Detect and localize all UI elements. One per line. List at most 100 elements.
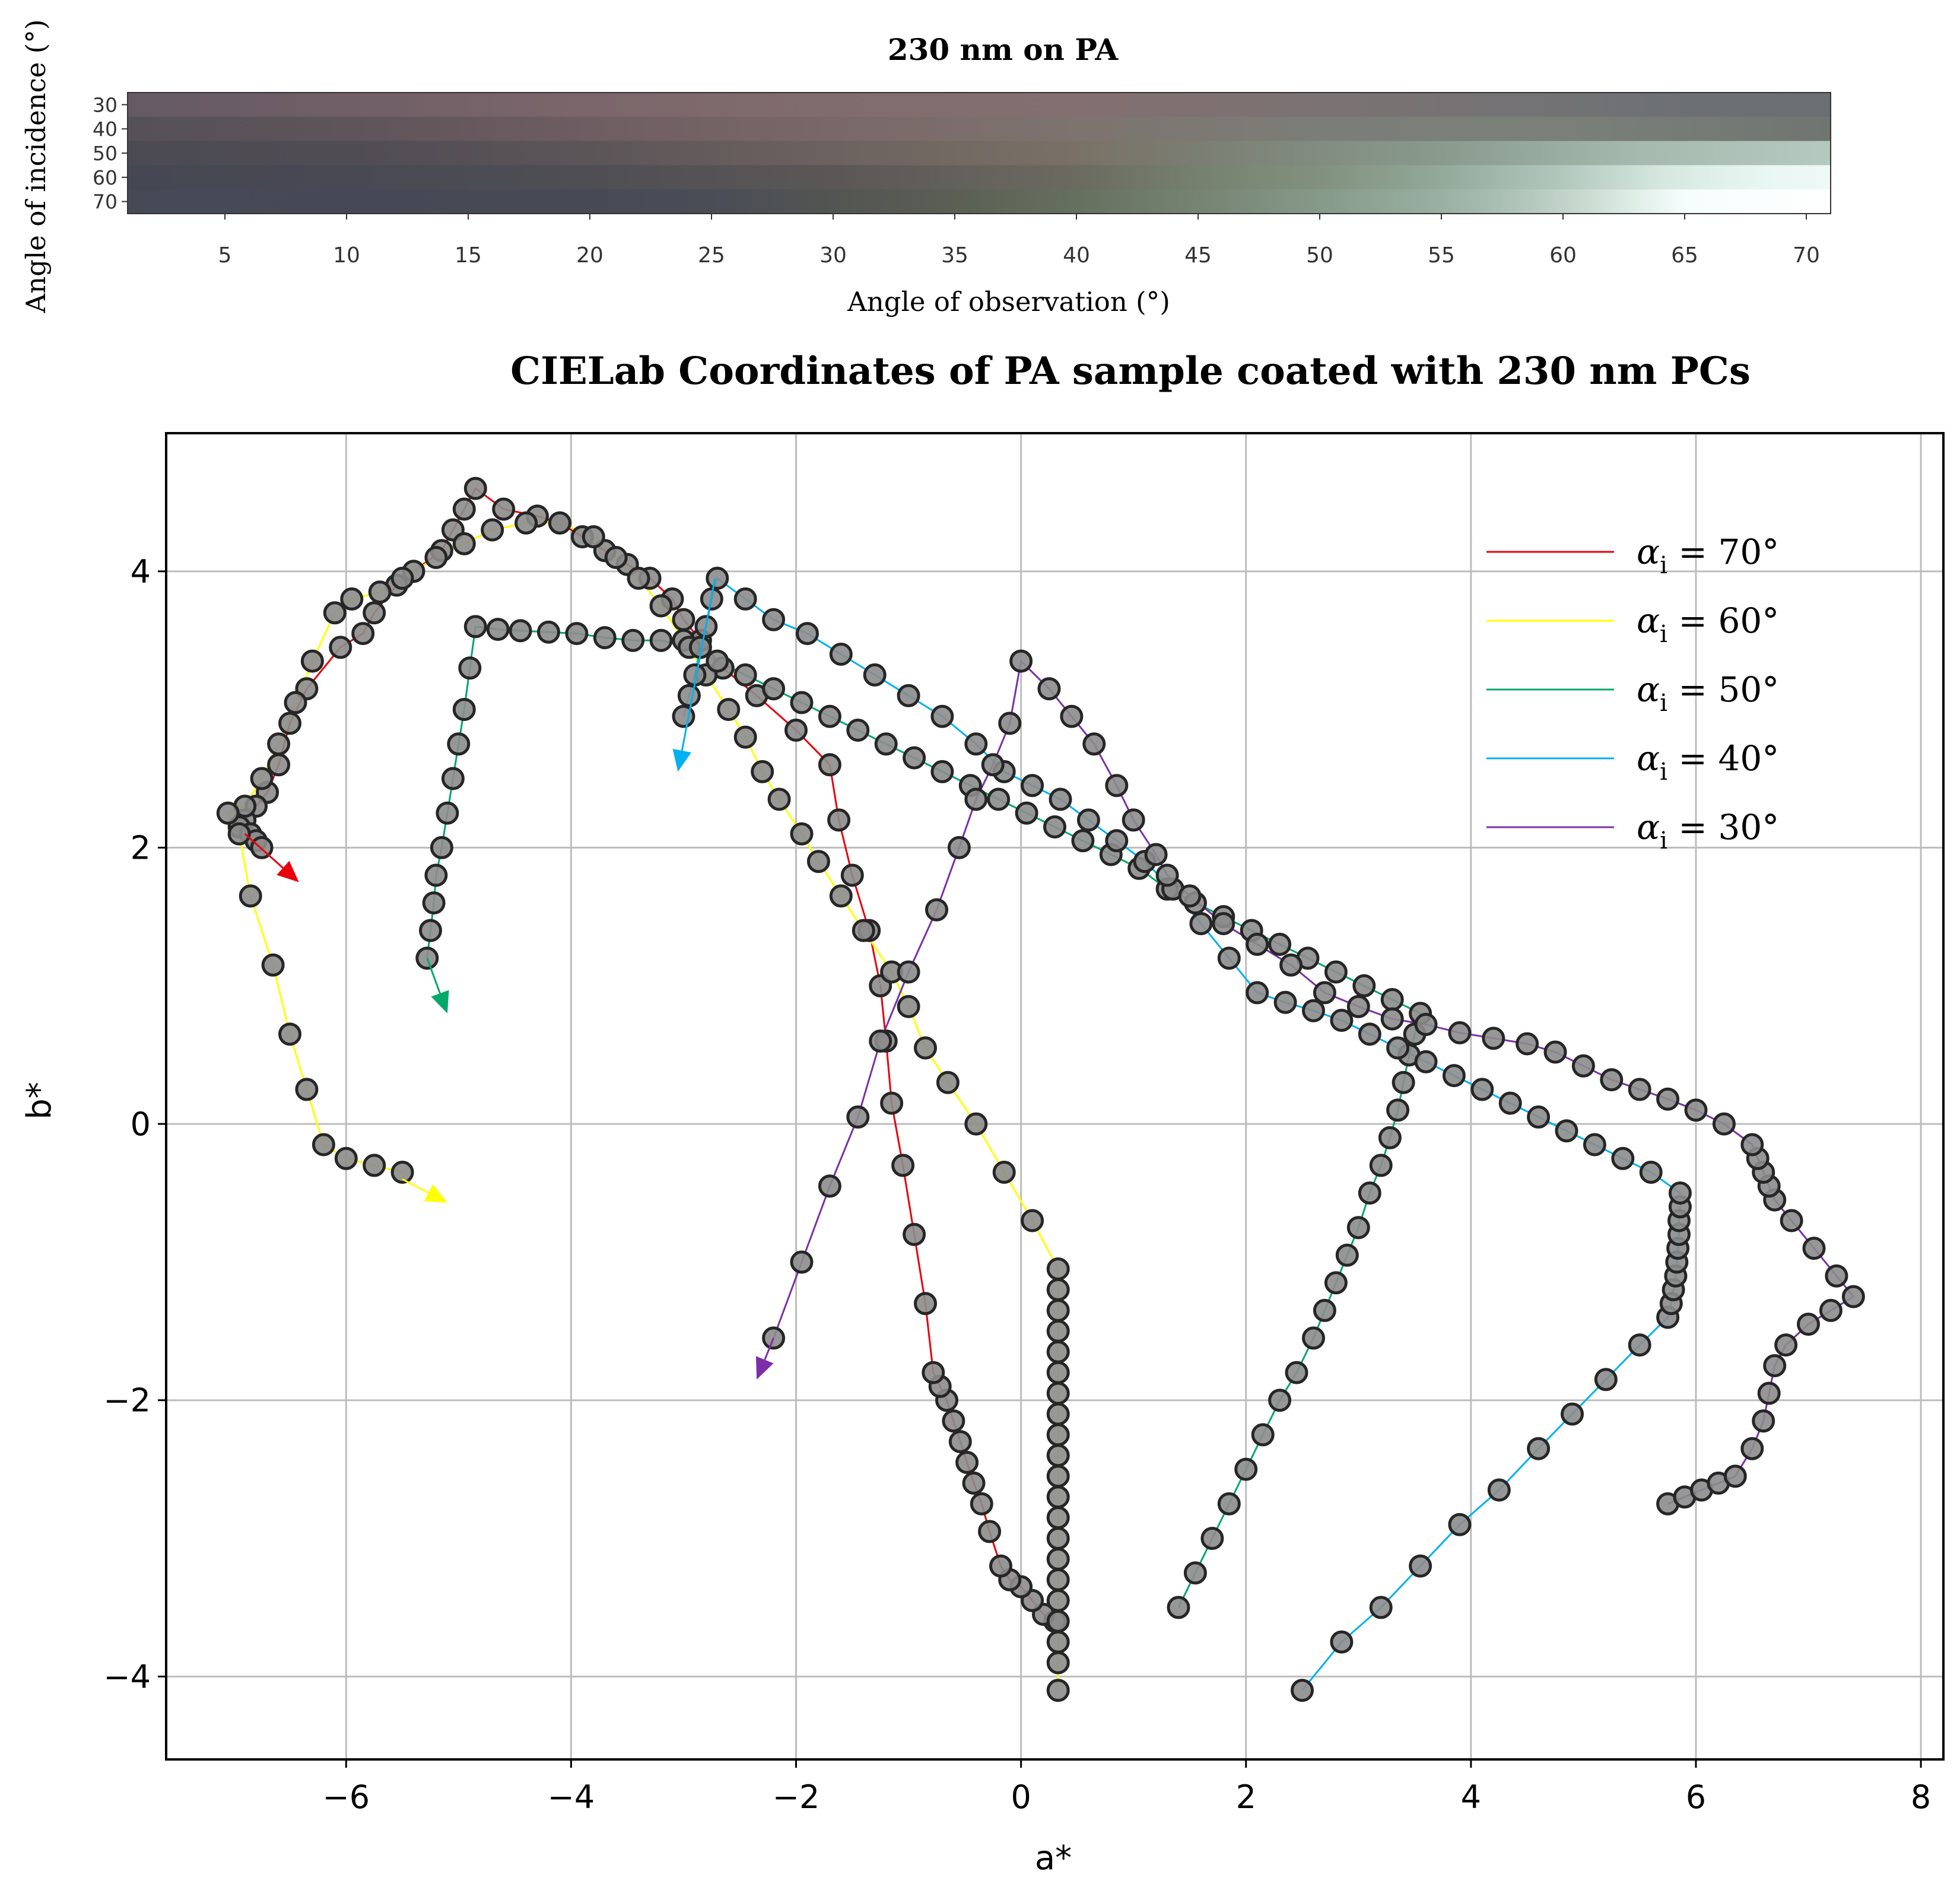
series-arrows xyxy=(244,578,774,1380)
data-point-40 xyxy=(1291,1679,1314,1702)
data-point-40 xyxy=(1105,829,1129,853)
data-point-60 xyxy=(1046,1609,1070,1633)
data-point-60 xyxy=(733,725,757,749)
data-point-60 xyxy=(1046,1589,1070,1612)
data-point-30 xyxy=(1105,774,1129,798)
data-point-40 xyxy=(1189,912,1213,935)
data-point-50 xyxy=(706,649,729,673)
cielab-scatter-plot: CIELab Coordinates of PA sample coated w… xyxy=(20,349,1945,1878)
heatmap-y-label: Angle of incidence (°) xyxy=(20,20,52,314)
data-point-50 xyxy=(1386,1098,1410,1122)
data-point-50 xyxy=(419,919,442,942)
data-point-40 xyxy=(1594,1368,1618,1392)
data-point-40 xyxy=(796,622,819,646)
data-point-40 xyxy=(1302,999,1325,1022)
data-point-50 xyxy=(1015,801,1038,825)
data-point-70 xyxy=(784,719,808,742)
arrow-shaft-60 xyxy=(402,1178,429,1194)
data-point-50 xyxy=(1380,988,1404,1011)
data-point-40 xyxy=(897,684,920,707)
x-tick-label: −6 xyxy=(322,1778,370,1816)
legend-label-70: αi = 70° xyxy=(1637,532,1779,579)
data-point-70 xyxy=(955,1451,979,1474)
arrow-shaft-40 xyxy=(681,578,716,751)
data-point-40 xyxy=(1555,1119,1578,1143)
data-point-30 xyxy=(1757,1381,1781,1405)
data-point-60 xyxy=(1046,1402,1070,1426)
data-point-70 xyxy=(970,1492,993,1516)
data-point-30 xyxy=(1774,1333,1798,1357)
data-point-70 xyxy=(922,1361,945,1384)
y-tick-label: 4 xyxy=(131,553,151,590)
data-point-50 xyxy=(1251,1423,1275,1447)
data-point-30 xyxy=(1414,1012,1438,1036)
data-point-60 xyxy=(424,546,448,569)
data-point-30 xyxy=(947,836,971,859)
data-point-30 xyxy=(869,1029,892,1053)
data-point-60 xyxy=(829,884,853,908)
data-point-50 xyxy=(1378,1126,1402,1149)
data-point-40 xyxy=(1414,1050,1438,1073)
data-point-30 xyxy=(1246,932,1269,956)
data-point-30 xyxy=(1178,884,1202,908)
heatmap-row-70 xyxy=(128,189,1831,214)
data-point-50 xyxy=(486,618,510,641)
data-point-60 xyxy=(1046,1679,1070,1702)
data-point-30 xyxy=(897,960,920,984)
data-point-30 xyxy=(1571,1054,1595,1078)
data-point-60 xyxy=(323,601,347,625)
data-point-50 xyxy=(430,836,453,859)
data-point-40 xyxy=(1330,1630,1354,1654)
data-point-70 xyxy=(452,497,476,521)
data-point-60 xyxy=(548,511,571,535)
data-point-30 xyxy=(1144,843,1168,866)
data-point-50 xyxy=(463,615,487,638)
data-point-30 xyxy=(1712,1112,1736,1136)
data-point-50 xyxy=(818,704,841,728)
data-point-60 xyxy=(239,884,262,908)
data-point-50 xyxy=(1392,1070,1415,1094)
x-axis-label: a* xyxy=(1035,1839,1072,1878)
data-point-40 xyxy=(1448,1513,1472,1536)
data-point-70 xyxy=(818,753,841,777)
data-point-50 xyxy=(422,891,446,915)
data-point-30 xyxy=(1819,1298,1843,1322)
data-point-60 xyxy=(964,1112,988,1136)
data-point-40 xyxy=(1049,787,1072,811)
data-point-30 xyxy=(1763,1354,1787,1377)
heatmap-y-tick-label: 60 xyxy=(93,166,117,189)
data-point-30 xyxy=(1825,1264,1848,1288)
heatmap-row-30 xyxy=(128,93,1831,117)
heatmap-x-tick-label: 70 xyxy=(1793,243,1820,268)
data-point-50 xyxy=(441,767,465,790)
data-point-60 xyxy=(936,1070,960,1094)
data-point-30 xyxy=(1037,677,1061,701)
x-tick-label: 4 xyxy=(1461,1778,1481,1816)
y-tick-label: −4 xyxy=(103,1658,151,1695)
data-point-30 xyxy=(1543,1040,1567,1064)
heatmap-x-tick-label: 15 xyxy=(455,243,482,268)
legend-label-50: αi = 50° xyxy=(1637,669,1779,717)
data-point-50 xyxy=(1268,932,1292,956)
x-tick-label: 0 xyxy=(1011,1778,1031,1816)
data-point-70 xyxy=(840,863,864,887)
data-point-50 xyxy=(1200,1527,1224,1550)
data-point-50 xyxy=(509,619,532,643)
data-point-30 xyxy=(998,711,1022,735)
data-point-30 xyxy=(1841,1285,1865,1308)
heatmap-y-tick-label: 40 xyxy=(93,117,117,141)
heatmap-y-tick-label: 30 xyxy=(93,93,117,116)
data-point-30 xyxy=(1448,1021,1472,1044)
data-point-60 xyxy=(300,649,324,673)
data-point-60 xyxy=(514,511,538,535)
data-point-30 xyxy=(1740,1437,1764,1460)
data-point-60 xyxy=(284,691,307,714)
x-tick-label: 2 xyxy=(1236,1778,1256,1816)
data-point-40 xyxy=(1021,774,1044,798)
arrow-shaft-50 xyxy=(426,958,441,994)
data-point-40 xyxy=(1386,1036,1410,1060)
data-point-30 xyxy=(762,1326,786,1350)
data-point-40 xyxy=(1330,1009,1354,1032)
series-line-40 xyxy=(682,576,1681,1691)
data-point-60 xyxy=(604,546,628,569)
